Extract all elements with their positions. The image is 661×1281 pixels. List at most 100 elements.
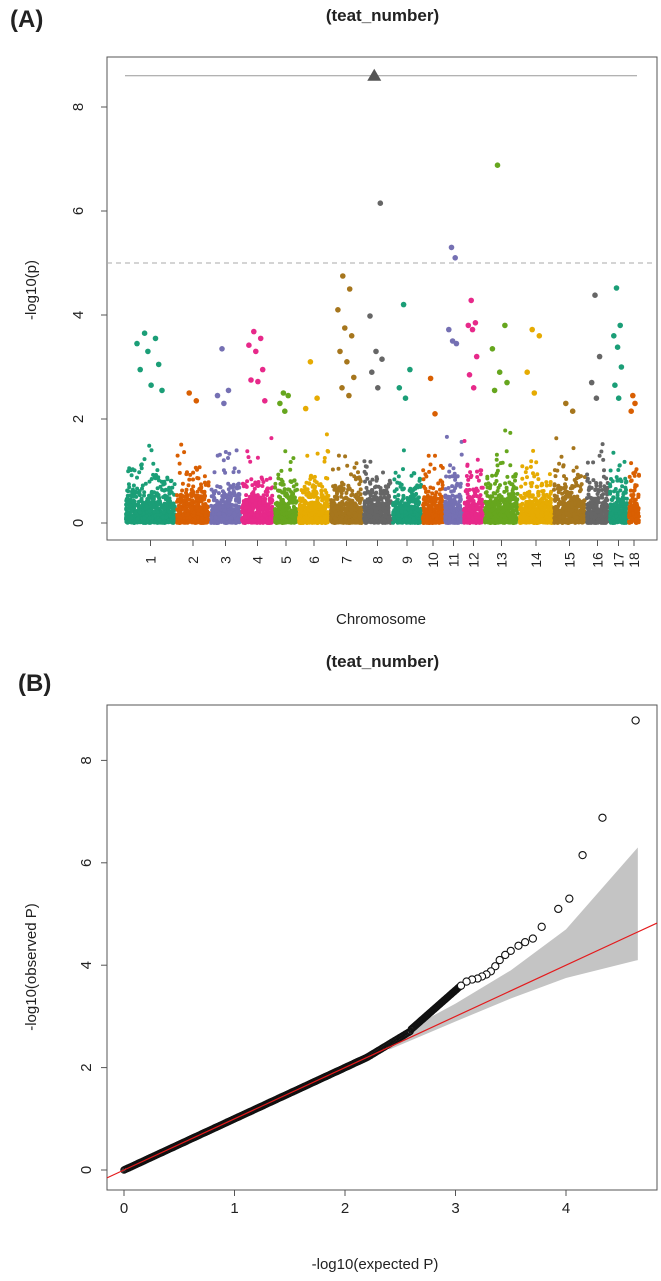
snp-point [397, 502, 402, 507]
snp-point [336, 453, 341, 458]
snp-point [353, 513, 358, 518]
peak-snp-point [259, 366, 266, 373]
snp-point [203, 482, 208, 487]
snp-point [175, 453, 180, 458]
snp-point [369, 510, 374, 515]
snp-point [320, 509, 325, 514]
snp-point [421, 468, 426, 473]
snp-point [227, 510, 232, 514]
snp-point [176, 497, 180, 502]
snp-point [170, 506, 175, 511]
snp-point [368, 481, 373, 486]
snp-point [324, 432, 329, 437]
snp-point [135, 475, 139, 480]
snp-point [171, 515, 176, 520]
snp-point [407, 517, 412, 522]
snp-point [212, 491, 217, 496]
snp-point [479, 485, 484, 490]
snp-point [475, 457, 480, 462]
snp-point [370, 490, 375, 495]
snp-point [226, 487, 231, 492]
snp-point [343, 454, 348, 459]
snp-point [180, 481, 185, 486]
snp-point [142, 457, 147, 462]
snp-point [432, 520, 437, 524]
snp-point [471, 494, 476, 499]
snp-point [273, 501, 278, 506]
snp-point [454, 483, 459, 488]
snp-point [464, 504, 469, 509]
peak-snp-point [369, 369, 375, 376]
snp-point [462, 439, 467, 443]
snp-point [305, 487, 310, 492]
snp-point [210, 507, 215, 512]
snp-point [270, 493, 275, 498]
snp-point [421, 497, 426, 502]
snp-point [281, 520, 286, 525]
peak-snp-point [339, 385, 345, 391]
snp-point [473, 518, 478, 523]
snp-point [147, 443, 152, 448]
snp-point [305, 516, 310, 520]
peak-snp-point [262, 398, 268, 404]
snp-point [324, 476, 328, 480]
snp-point [463, 518, 468, 523]
peak-snp-point [346, 392, 352, 399]
snp-point [431, 486, 436, 491]
snp-point [246, 455, 251, 460]
snp-point [448, 463, 453, 468]
snp-point [397, 513, 402, 518]
snp-point [248, 459, 253, 464]
chromosome-11-points [443, 244, 464, 525]
snp-point [297, 517, 302, 521]
snp-point [189, 487, 194, 492]
snp-point [505, 474, 510, 479]
snp-point [319, 516, 324, 521]
snp-point [317, 483, 322, 487]
snp-point [214, 521, 219, 525]
snp-point [180, 493, 185, 498]
snp-point [478, 501, 483, 506]
snp-point [411, 516, 416, 521]
peak-snp-point [346, 286, 353, 292]
snp-point [230, 503, 235, 507]
peak-snp-point [152, 335, 159, 342]
snp-point [380, 501, 385, 506]
snp-point [179, 442, 184, 447]
snp-point [294, 507, 299, 511]
snp-point [392, 511, 396, 516]
snp-point [246, 519, 251, 524]
snp-point [357, 475, 362, 480]
snp-point [279, 468, 284, 473]
snp-point [143, 481, 148, 486]
snp-point [165, 520, 170, 525]
snp-point [368, 459, 373, 464]
peak-snp-point [280, 390, 287, 396]
snp-point [458, 510, 463, 515]
snp-point [145, 518, 150, 523]
snp-point [392, 477, 397, 482]
snp-point [465, 489, 470, 494]
snp-point [307, 520, 312, 525]
snp-point [261, 501, 266, 505]
snp-point [125, 496, 130, 501]
snp-point [476, 478, 481, 483]
snp-point [243, 505, 248, 510]
chromosome-6-points [297, 359, 331, 525]
snp-point [401, 467, 405, 472]
snp-point [273, 481, 278, 486]
snp-point [232, 466, 237, 471]
snp-point [204, 510, 208, 514]
snp-point [264, 477, 269, 482]
snp-point [453, 500, 458, 504]
snp-point [281, 504, 286, 509]
snp-point [291, 456, 296, 461]
snp-point [218, 500, 223, 504]
chromosome-5-points [273, 390, 299, 525]
snp-point [334, 512, 339, 517]
snp-point [299, 488, 304, 493]
snp-point [127, 518, 132, 523]
snp-point [393, 470, 398, 475]
snp-point [403, 510, 408, 514]
snp-point [472, 502, 477, 507]
